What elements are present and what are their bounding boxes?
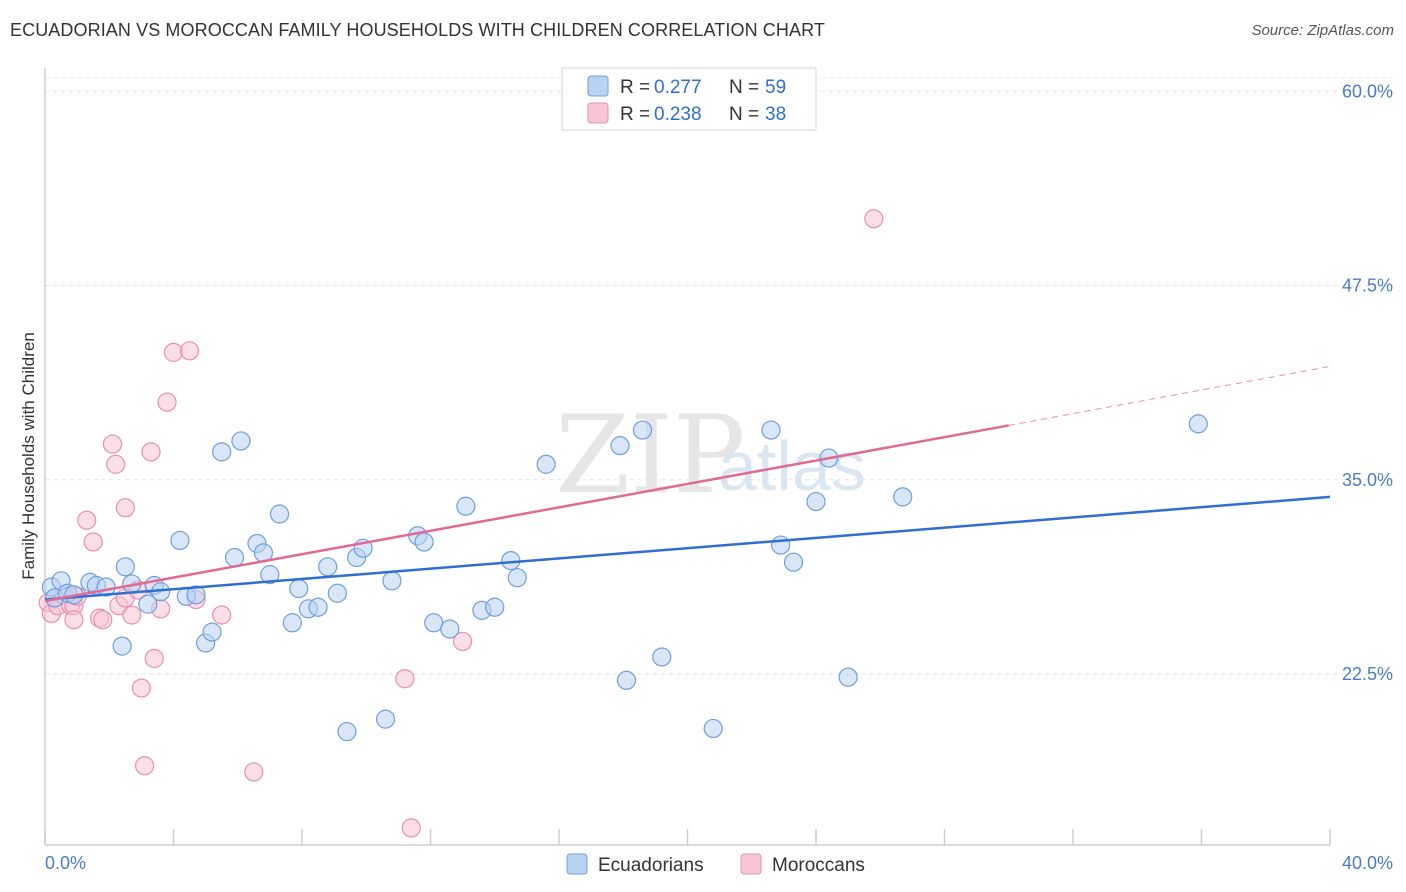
ecuadorians-point [838, 667, 858, 687]
ecuadorians-point [893, 487, 913, 507]
ecuadorians-point [771, 535, 791, 555]
ecuadorians-point [616, 670, 637, 690]
gridlines [45, 77, 1393, 675]
series-legend: Ecuadorians Moroccans [566, 853, 865, 876]
moroccans-legend-label: Moroccans [772, 855, 865, 876]
moroccans-point [144, 648, 164, 669]
legend-n-value-1: 59 [765, 77, 786, 98]
moroccans-point [244, 762, 264, 782]
ecuadorians-point [112, 636, 132, 656]
ecuadorians-point [507, 568, 527, 588]
ecuadorians-point [610, 436, 630, 456]
ecuadorians-point [375, 709, 396, 729]
ecuadorians-legend-label: Ecuadorians [598, 855, 704, 876]
source-credit: Source: ZipAtlas.com [1251, 22, 1394, 39]
moroccans-point [102, 434, 123, 454]
moroccans-trend-line [44, 424, 1009, 603]
y-tick-labels: 22.5% 35.0% 47.5% 60.0% [1342, 81, 1393, 684]
moroccans-point [141, 442, 161, 462]
ecuadorians-point [414, 532, 434, 552]
ecuadorians-point [382, 571, 402, 591]
ecuadorians-point [202, 622, 222, 642]
legend-r-value-2: 0.238 [654, 104, 702, 125]
ecuadorians-trend-line [44, 495, 1331, 601]
legend-swatch-blue [587, 75, 609, 97]
legend-n-value-2: 38 [765, 104, 786, 125]
ecuadorians-points [41, 414, 1208, 742]
moroccans-point [453, 631, 473, 652]
correlation-legend: R = 0.277 N = 59 R = 0.238 N = 38 [561, 67, 817, 131]
moroccans-point [93, 610, 113, 630]
moroccans-point [179, 341, 200, 361]
moroccans-point [401, 818, 421, 838]
ecuadorians-point [703, 718, 723, 739]
ecuadorians-point [318, 557, 338, 577]
moroccans-swatch [740, 853, 762, 875]
ecuadorians-point [115, 557, 135, 577]
ecuadorians-point [231, 431, 251, 451]
moroccans-point [395, 669, 415, 689]
ecuadorians-point [632, 420, 653, 440]
moroccans-point [106, 454, 126, 474]
legend-r-label-2: R = [620, 104, 650, 125]
moroccans-point [77, 510, 97, 530]
ecuadorians-point [456, 496, 476, 516]
ecuadorians-point [282, 613, 302, 633]
watermark-zip: ZIP [555, 393, 745, 518]
ecuadorians-point [424, 613, 444, 633]
x-tick-label-max: 40.0% [1342, 853, 1393, 873]
ecuadorians-point [327, 583, 347, 603]
y-tick-label: 22.5% [1342, 664, 1393, 684]
ecuadorians-point [224, 547, 245, 568]
x-tick-label-min: 0.0% [45, 853, 86, 873]
moroccans-point [157, 392, 177, 412]
ecuadorians-point [269, 504, 290, 524]
moroccans-point [864, 209, 884, 229]
x-axis-ticks [44, 829, 1331, 845]
ecuadorians-point [652, 647, 672, 667]
ecuadorians-point [783, 552, 804, 572]
y-tick-label: 60.0% [1342, 81, 1393, 101]
ecuadorians-point [761, 420, 781, 440]
ecuadorians-point [440, 619, 460, 639]
moroccans-point [122, 605, 142, 625]
legend-r-value-1: 0.277 [654, 77, 702, 98]
legend-n-label-2: N = [729, 104, 759, 125]
ecuadorians-point [260, 565, 280, 585]
ecuadorians-point [138, 594, 158, 614]
moroccans-point [134, 756, 155, 776]
ecuadorians-point [337, 721, 357, 742]
ecuadorians-point [186, 585, 206, 605]
moroccans-point [212, 605, 232, 625]
ecuadorians-swatch [566, 853, 588, 875]
y-tick-label: 35.0% [1342, 470, 1393, 490]
ecuadorians-point [289, 578, 309, 599]
moroccans-trend-extension [1008, 365, 1331, 426]
moroccans-point [131, 678, 151, 698]
legend-swatch-pink [587, 102, 609, 124]
ecuadorians-point [170, 530, 190, 551]
ecuadorians-point [308, 597, 328, 617]
moroccans-point [83, 532, 103, 552]
ecuadorians-point [806, 491, 826, 512]
moroccans-point [163, 342, 184, 362]
ecuadorians-point [212, 442, 232, 462]
y-axis-label: Family Households with Children [19, 332, 38, 580]
ecuadorians-point [536, 454, 556, 474]
ecuadorians-point [1188, 414, 1208, 434]
trend-lines [44, 365, 1331, 603]
moroccans-point [64, 610, 84, 630]
ecuadorians-point [485, 597, 505, 617]
y-tick-label: 47.5% [1342, 276, 1393, 296]
moroccans-points [38, 209, 884, 838]
chart-title: ECUADORIAN VS MOROCCAN FAMILY HOUSEHOLDS… [10, 20, 825, 40]
legend-n-label-1: N = [729, 77, 759, 98]
legend-r-label-1: R = [620, 77, 650, 98]
moroccans-point [115, 498, 135, 518]
